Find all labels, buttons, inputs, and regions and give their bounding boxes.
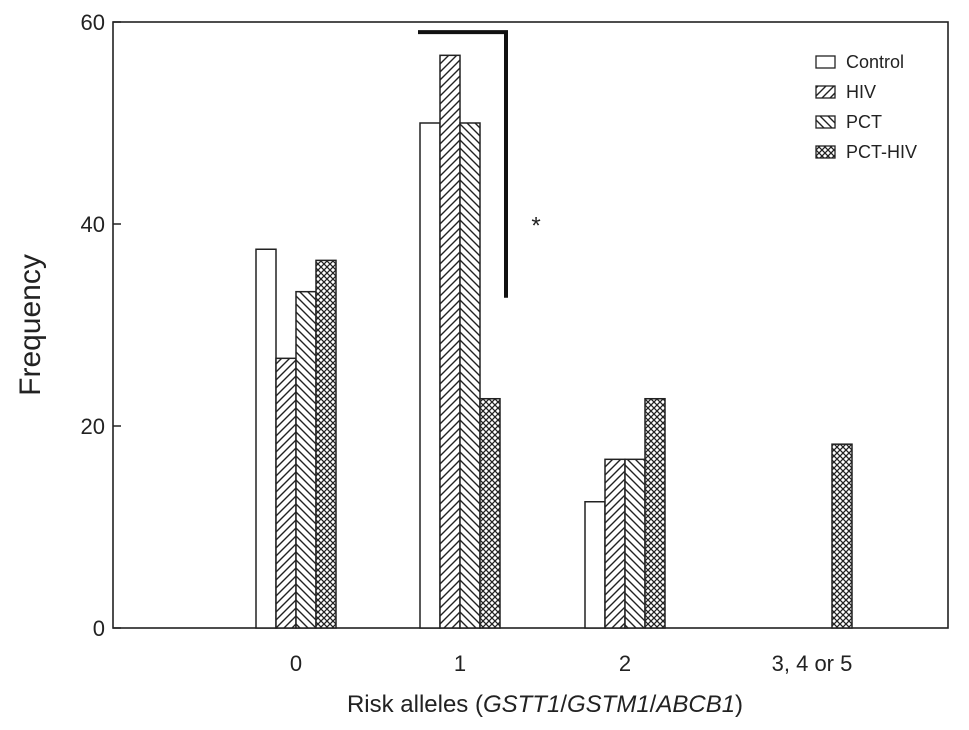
y-tick-label: 40 bbox=[81, 212, 105, 237]
legend-label-control: Control bbox=[846, 52, 904, 72]
y-axis-label: Frequency bbox=[14, 254, 47, 396]
legend-swatch-control bbox=[815, 55, 836, 69]
x-tick-label: 3, 4 or 5 bbox=[772, 651, 853, 676]
bar-hiv-0 bbox=[275, 357, 297, 629]
bar-control-1 bbox=[419, 122, 441, 629]
bar-pct-0 bbox=[295, 290, 317, 629]
legend: Control HIV PCT PCT-HIV bbox=[815, 52, 917, 162]
bar-pct-hiv-2 bbox=[644, 397, 666, 629]
x-axis-label-part: / bbox=[560, 691, 567, 718]
y-tick-label: 0 bbox=[93, 616, 105, 641]
x-axis: 0 1 2 3, 4 or 5 bbox=[290, 651, 852, 676]
x-tick-label: 2 bbox=[619, 651, 631, 676]
legend-label-pct: PCT bbox=[846, 112, 882, 132]
y-tick-label: 20 bbox=[81, 414, 105, 439]
bar-hiv-1 bbox=[439, 54, 461, 629]
x-tick-label: 1 bbox=[454, 651, 466, 676]
bar-pct-2 bbox=[624, 458, 646, 629]
x-axis-label-part: GSTM1 bbox=[567, 691, 650, 718]
x-axis-label: Risk alleles (GSTT1/GSTM1/ABCB1) bbox=[347, 691, 743, 718]
x-axis-label-part: GSTT1 bbox=[483, 691, 560, 718]
x-axis-label-part: ) bbox=[735, 691, 743, 718]
legend-swatch-pct bbox=[815, 115, 836, 129]
legend-swatch-hiv bbox=[815, 85, 836, 99]
bars bbox=[255, 54, 853, 629]
bar-hiv-2 bbox=[604, 458, 626, 629]
significance-bracket bbox=[418, 30, 508, 298]
bar-pct-hiv-1 bbox=[479, 397, 501, 629]
bar-pct-1 bbox=[459, 122, 481, 629]
annotations: * bbox=[418, 30, 541, 298]
legend-swatch-pct-hiv bbox=[815, 145, 836, 159]
significance-asterisk: * bbox=[531, 212, 540, 239]
x-axis-label-part: ABCB1 bbox=[654, 691, 735, 718]
bar-control-0 bbox=[255, 248, 277, 629]
legend-label-hiv: HIV bbox=[846, 82, 876, 102]
bar-control-2 bbox=[584, 501, 606, 629]
plot-frame bbox=[112, 21, 949, 629]
y-tick-label: 60 bbox=[81, 10, 105, 35]
x-axis-label-part: Risk alleles ( bbox=[347, 691, 483, 718]
legend-label-pct-hiv: PCT-HIV bbox=[846, 142, 917, 162]
y-axis: 0 20 40 60 bbox=[81, 10, 121, 641]
x-axis-label-part: / bbox=[650, 691, 657, 718]
bar-pct-hiv-3 bbox=[831, 443, 853, 629]
bar-pct-hiv-0 bbox=[315, 259, 337, 629]
x-tick-label: 0 bbox=[290, 651, 302, 676]
plot-border bbox=[112, 21, 949, 629]
